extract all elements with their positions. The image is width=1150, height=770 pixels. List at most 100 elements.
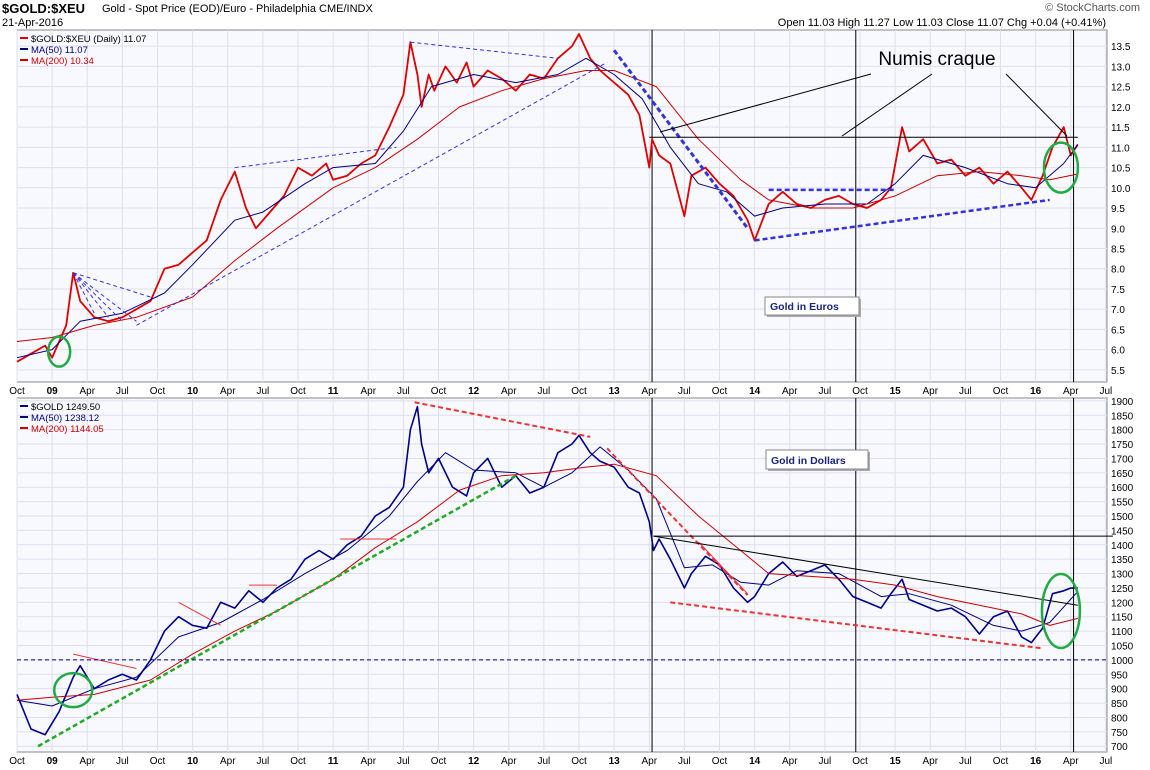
trendline-resistance-red [178,601,221,626]
y-tick-label: 1800 [1111,426,1134,437]
x-tick-label: Apr [220,756,236,767]
chart-date: 21-Apr-2016 [2,17,64,29]
ohlc-readout: Open 11.03 High 11.27 Low 11.03 Close 11… [777,17,1106,29]
x-tick-label: 10 [187,386,199,397]
label-box-dollars [765,449,869,470]
y-tick-label: 1500 [1111,512,1134,523]
x-tick-label: Apr [782,386,798,397]
x-tick-label: 15 [890,386,902,397]
highlight-circle [1042,141,1080,194]
y-tick-label: 950 [1111,670,1128,681]
y-tick-label: 1100 [1111,627,1133,638]
highlight-circle [1040,572,1082,650]
series-line-ma200 [16,70,1078,342]
y-tick-label: 11.0 [1111,143,1130,154]
annotation-numis: Numis craque [878,49,995,70]
x-tick-label: Oct [290,756,306,767]
series-line-ma50 [16,446,1079,707]
x-tick-label: 09 [47,756,59,767]
highlight-circle [46,335,72,368]
y-tick-label: 1250 [1111,584,1134,595]
legend-entry: MA(200) 10.34 [31,56,94,67]
trendline-resistance-red [414,401,591,438]
annotation-pointer [841,73,933,137]
annotation-pointer [659,73,872,133]
x-tick-label: Jul [678,756,691,767]
y-tick-label: 11.5 [1111,123,1130,134]
trendline-decline-blue [612,49,749,230]
y-tick-label: 1550 [1111,498,1134,509]
y-tick-label: 700 [1111,742,1128,753]
x-tick-label: Jul [959,756,972,767]
trendline-decline-red [606,447,749,596]
y-tick-label: 1700 [1111,454,1134,465]
y-tick-label: 1150 [1111,613,1133,624]
y-tick-label: 1200 [1111,598,1134,609]
highlight-circle [52,671,94,709]
y-tick-label: 1050 [1111,642,1134,653]
x-tick-label: Apr [501,386,517,397]
series-line-ma200 [16,463,1078,701]
x-tick-label: Jul [1099,756,1112,767]
label-box-euros [764,296,860,316]
x-tick-label: Oct [571,756,587,767]
x-tick-label: 09 [47,386,59,397]
trendline-support-blue [136,61,608,326]
x-tick-label: Jul [397,386,410,397]
series-line-price [16,405,1078,736]
x-tick-label: Oct [712,386,728,397]
x-tick-label: 14 [749,386,761,397]
chart-symbol: $GOLD:$XEU [2,1,86,16]
x-tick-label: Oct [712,756,728,767]
x-tick-label: Jul [116,756,129,767]
series-line-price [16,33,1079,363]
x-tick-label: Oct [993,756,1009,767]
x-tick-label: Oct [150,756,166,767]
x-tick-label: Jul [818,386,831,397]
x-tick-label: Apr [641,756,657,767]
y-tick-label: 1000 [1111,656,1134,667]
y-tick-label: 1900 [1111,397,1134,408]
x-tick-label: Jul [537,386,550,397]
y-tick-label: 900 [1111,685,1128,696]
x-tick-label: Jul [678,386,691,397]
x-tick-label: Apr [220,386,236,397]
annotation-pointer [1005,73,1068,137]
x-tick-label: 12 [468,756,480,767]
x-tick-label: Oct [852,386,868,397]
x-tick-label: Jul [256,756,269,767]
y-tick-label: 1750 [1111,440,1134,451]
x-tick-label: Apr [79,756,95,767]
trendline-support-blue [754,198,1050,242]
y-tick-label: 12.5 [1111,83,1131,94]
x-tick-label: 13 [609,386,621,397]
y-tick-label: 5.5 [1111,366,1125,377]
x-tick-label: Jul [397,756,410,767]
y-tick-label: 1850 [1111,411,1134,422]
chart-description: Gold - Spot Price (EOD)/Euro - Philadelp… [102,3,373,15]
x-tick-label: Oct [431,756,447,767]
label-box-euros-label: Gold in Euros [770,301,839,313]
x-tick-label: Oct [431,386,447,397]
trendline-fan [72,272,123,322]
y-tick-label: 1350 [1111,555,1134,566]
y-tick-label: 13.0 [1111,62,1131,73]
brand-label: © StockCharts.com [1045,2,1140,14]
x-tick-label: Oct [9,386,25,397]
panel-frame [16,29,1108,383]
y-tick-label: 8.0 [1111,265,1125,276]
label-box-dollars-label: Gold in Dollars [771,455,846,467]
x-tick-label: Apr [360,756,376,767]
x-tick-label: 16 [1030,756,1042,767]
y-tick-label: 7.5 [1111,285,1125,296]
y-tick-label: 1400 [1111,541,1134,552]
trendline-resistance-black [653,535,1078,606]
y-tick-label: 1450 [1111,526,1134,537]
x-tick-label: Apr [501,756,517,767]
x-tick-label: Jul [1099,386,1112,397]
x-tick-label: 11 [328,756,339,767]
x-tick-label: Apr [360,386,376,397]
x-tick-label: Oct [571,386,587,397]
